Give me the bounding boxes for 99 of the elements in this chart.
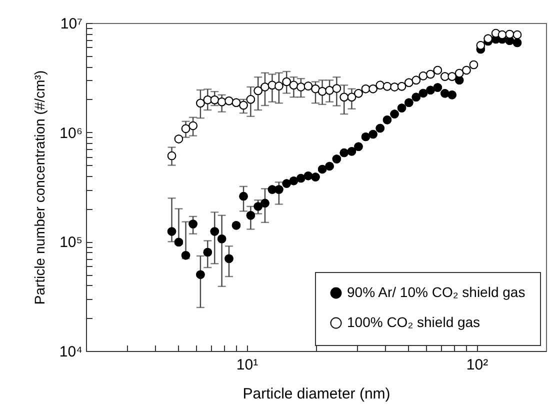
- point: [454, 68, 464, 78]
- point: [232, 98, 241, 107]
- legend-label: 100% CO₂ shield gas: [347, 314, 480, 330]
- point: [368, 84, 378, 94]
- point: [426, 70, 435, 79]
- point: [440, 89, 450, 98]
- point: [196, 98, 205, 108]
- point: [368, 130, 378, 139]
- point: [448, 72, 456, 81]
- y-tick-label: 10⁷: [60, 16, 82, 32]
- point: [462, 66, 471, 75]
- point: [311, 84, 320, 94]
- point: [505, 30, 514, 39]
- point: [289, 80, 298, 90]
- point: [498, 30, 507, 40]
- point: [332, 84, 342, 93]
- point: [412, 76, 421, 85]
- point: [354, 142, 363, 151]
- point: [311, 172, 320, 182]
- point: [426, 86, 435, 95]
- point: [448, 90, 456, 100]
- point: [188, 121, 198, 130]
- point: [347, 146, 356, 156]
- point: [491, 28, 500, 38]
- point: [397, 104, 406, 112]
- point: [382, 82, 392, 91]
- point: [325, 162, 334, 171]
- point: [224, 254, 234, 263]
- point: [512, 30, 522, 40]
- x-tick-label: 10²: [466, 356, 488, 374]
- point: [304, 82, 313, 90]
- point: [412, 92, 421, 102]
- point: [361, 84, 370, 94]
- point: [404, 98, 414, 107]
- point: [239, 192, 248, 201]
- point: [268, 80, 277, 90]
- point: [217, 97, 226, 106]
- point: [167, 151, 176, 160]
- point: [332, 154, 342, 164]
- point: [296, 82, 306, 92]
- point: [376, 80, 384, 90]
- legend-label: 90% Ar/ 10% CO₂ shield gas: [347, 284, 526, 300]
- point: [354, 89, 363, 98]
- point: [188, 220, 198, 228]
- point: [246, 211, 256, 220]
- point: [325, 86, 334, 95]
- y-tick-label: 10⁵: [60, 234, 82, 252]
- point: [433, 83, 442, 92]
- point: [484, 34, 492, 43]
- point: [260, 198, 270, 208]
- point: [282, 77, 291, 86]
- point: [454, 76, 464, 85]
- point: [210, 227, 220, 236]
- point: [224, 96, 234, 106]
- point: [390, 82, 399, 92]
- point: [181, 250, 190, 260]
- point: [347, 92, 356, 102]
- point: [340, 92, 348, 102]
- point: [217, 234, 226, 244]
- point: [174, 238, 184, 247]
- point: [418, 72, 428, 80]
- y-tick-label: 10⁴: [59, 344, 82, 360]
- point: [469, 60, 478, 70]
- point: [246, 95, 256, 104]
- point: [318, 164, 327, 174]
- point: [296, 174, 306, 183]
- point: [239, 100, 248, 110]
- y-axis-title: Particle number concentration (#/cm³): [31, 70, 48, 305]
- y-tick-label: 10⁶: [60, 124, 82, 142]
- point: [210, 96, 220, 104]
- point: [376, 124, 384, 133]
- point: [274, 82, 284, 90]
- x-axis-title: Particle diameter (nm): [242, 386, 390, 402]
- point: [232, 220, 241, 230]
- point: [476, 40, 486, 50]
- point: [174, 134, 184, 144]
- point: [254, 86, 262, 96]
- point: [397, 82, 406, 91]
- x-tick-label: 10¹: [236, 356, 258, 374]
- point: [390, 110, 399, 118]
- point: [440, 72, 450, 81]
- point: [203, 248, 212, 257]
- point: [404, 78, 414, 87]
- point: [361, 132, 370, 142]
- point: [196, 270, 205, 279]
- point: [318, 86, 327, 96]
- point: [260, 82, 270, 92]
- point: [282, 179, 291, 188]
- point: [304, 171, 313, 180]
- point: [181, 124, 190, 134]
- point: [167, 227, 176, 236]
- point: [340, 148, 348, 158]
- point: [274, 185, 284, 194]
- point: [289, 176, 298, 186]
- point: [418, 88, 428, 98]
- point: [433, 66, 442, 75]
- point: [203, 96, 212, 104]
- point: [382, 116, 392, 124]
- point: [254, 202, 262, 211]
